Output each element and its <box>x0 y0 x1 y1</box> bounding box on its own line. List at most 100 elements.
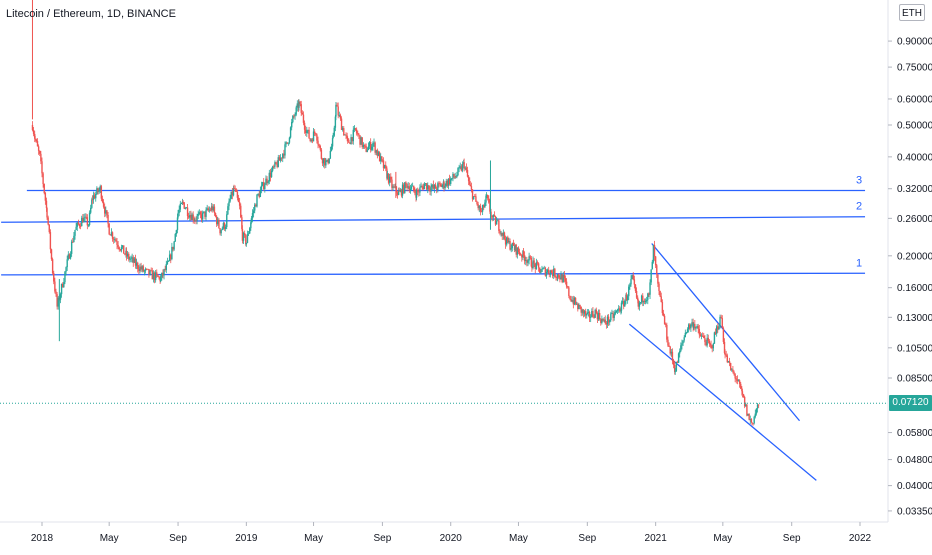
candle-body <box>174 234 176 242</box>
candle-body <box>365 146 367 152</box>
candle-body <box>215 216 218 225</box>
candle-body <box>85 216 87 218</box>
candle-body <box>680 345 682 352</box>
candle-body <box>635 290 638 298</box>
candle-body <box>42 173 44 185</box>
candle-body <box>212 206 215 211</box>
candle-body <box>740 383 742 389</box>
candle-body <box>455 176 457 178</box>
time-axis[interactable]: 2018 May Sep 2019 May Sep 2020 May Sep 2021 May Sep… <box>31 522 872 544</box>
candle-body <box>387 173 390 183</box>
price-axis[interactable]: 0.90000 0.75000 0.60000 0.50000 0.40000 0.320… <box>888 37 932 518</box>
candle-body <box>250 222 252 229</box>
candle-body <box>236 191 239 198</box>
candle-body <box>37 146 40 151</box>
candle-body <box>95 194 97 199</box>
candle-body <box>178 209 180 213</box>
candle-body <box>211 206 213 211</box>
candle-body <box>43 184 45 194</box>
candle-body <box>588 312 591 318</box>
candle-body <box>35 139 38 142</box>
y-tick-label: 0.04800 <box>897 455 932 466</box>
candle-body <box>626 296 629 301</box>
candle-body <box>527 260 529 263</box>
candle-body <box>93 195 96 199</box>
candle-body <box>87 224 90 226</box>
candle-body <box>445 180 447 186</box>
y-tick-label: 0.26000 <box>897 214 932 225</box>
candle-body <box>553 268 555 276</box>
candle-body <box>79 226 82 227</box>
candle-body <box>246 234 249 243</box>
candle-body <box>249 228 251 234</box>
candle-body <box>561 274 563 283</box>
candle-body <box>317 140 319 145</box>
candle-body <box>719 316 721 328</box>
candle-body <box>222 222 225 229</box>
candle-body <box>441 185 444 187</box>
candle-body <box>395 186 398 193</box>
candle-body <box>234 188 236 190</box>
candle-body <box>377 152 380 156</box>
candle-body <box>343 128 345 136</box>
candle-body <box>674 371 676 373</box>
candle-body <box>671 351 674 361</box>
candle-body <box>148 269 150 275</box>
candle-body <box>135 262 138 266</box>
candle-body <box>226 214 228 227</box>
candle-body <box>691 322 693 325</box>
candle-body <box>598 313 601 320</box>
candle-body <box>34 138 36 140</box>
candle-body <box>686 329 689 333</box>
candle-body <box>464 167 466 169</box>
candle-body <box>232 188 235 196</box>
candle-body <box>263 182 265 190</box>
candle-body <box>177 212 179 218</box>
candle-body <box>231 191 234 196</box>
candle-body <box>554 268 556 277</box>
candle-body <box>76 222 78 227</box>
candle-body <box>260 185 263 190</box>
currency-badge[interactable]: ETH <box>899 4 925 21</box>
candle-body <box>133 258 136 263</box>
candle-body <box>256 194 258 207</box>
candle-body <box>481 205 484 212</box>
candle-body <box>700 335 703 337</box>
candle-body <box>137 262 139 269</box>
candle-body <box>658 283 660 291</box>
candle-body <box>648 293 650 295</box>
candle-body <box>238 202 241 206</box>
candle-body <box>333 127 335 136</box>
candle-body <box>158 276 160 278</box>
candle-body <box>318 144 320 146</box>
candle-body <box>280 157 283 159</box>
candle-body <box>467 176 470 182</box>
candle-body <box>459 166 461 168</box>
candle-body <box>472 196 475 200</box>
candle-body <box>386 173 389 179</box>
candle-body <box>471 189 474 200</box>
candle-body <box>660 296 662 303</box>
candle-body <box>372 143 374 147</box>
candle-body <box>756 404 759 409</box>
candle-body <box>587 312 590 313</box>
candle-body <box>703 335 705 339</box>
candle-body <box>77 222 80 225</box>
candle-body <box>349 142 351 144</box>
candle-body <box>111 232 114 239</box>
candle-body <box>559 277 561 280</box>
candle-body <box>108 223 110 235</box>
candle-body <box>336 104 338 107</box>
candle-body <box>607 316 610 323</box>
candle-body <box>140 266 142 270</box>
candle-body <box>171 246 173 260</box>
candle-body <box>198 212 201 215</box>
candle-body <box>393 186 395 188</box>
x-tick-label: 2020 <box>440 533 463 544</box>
candle-body <box>491 216 493 218</box>
candle-body <box>86 217 89 226</box>
x-tick-label: May <box>713 533 732 544</box>
level-line <box>1 216 866 223</box>
candle-body <box>594 309 596 318</box>
candle-body <box>581 309 583 313</box>
